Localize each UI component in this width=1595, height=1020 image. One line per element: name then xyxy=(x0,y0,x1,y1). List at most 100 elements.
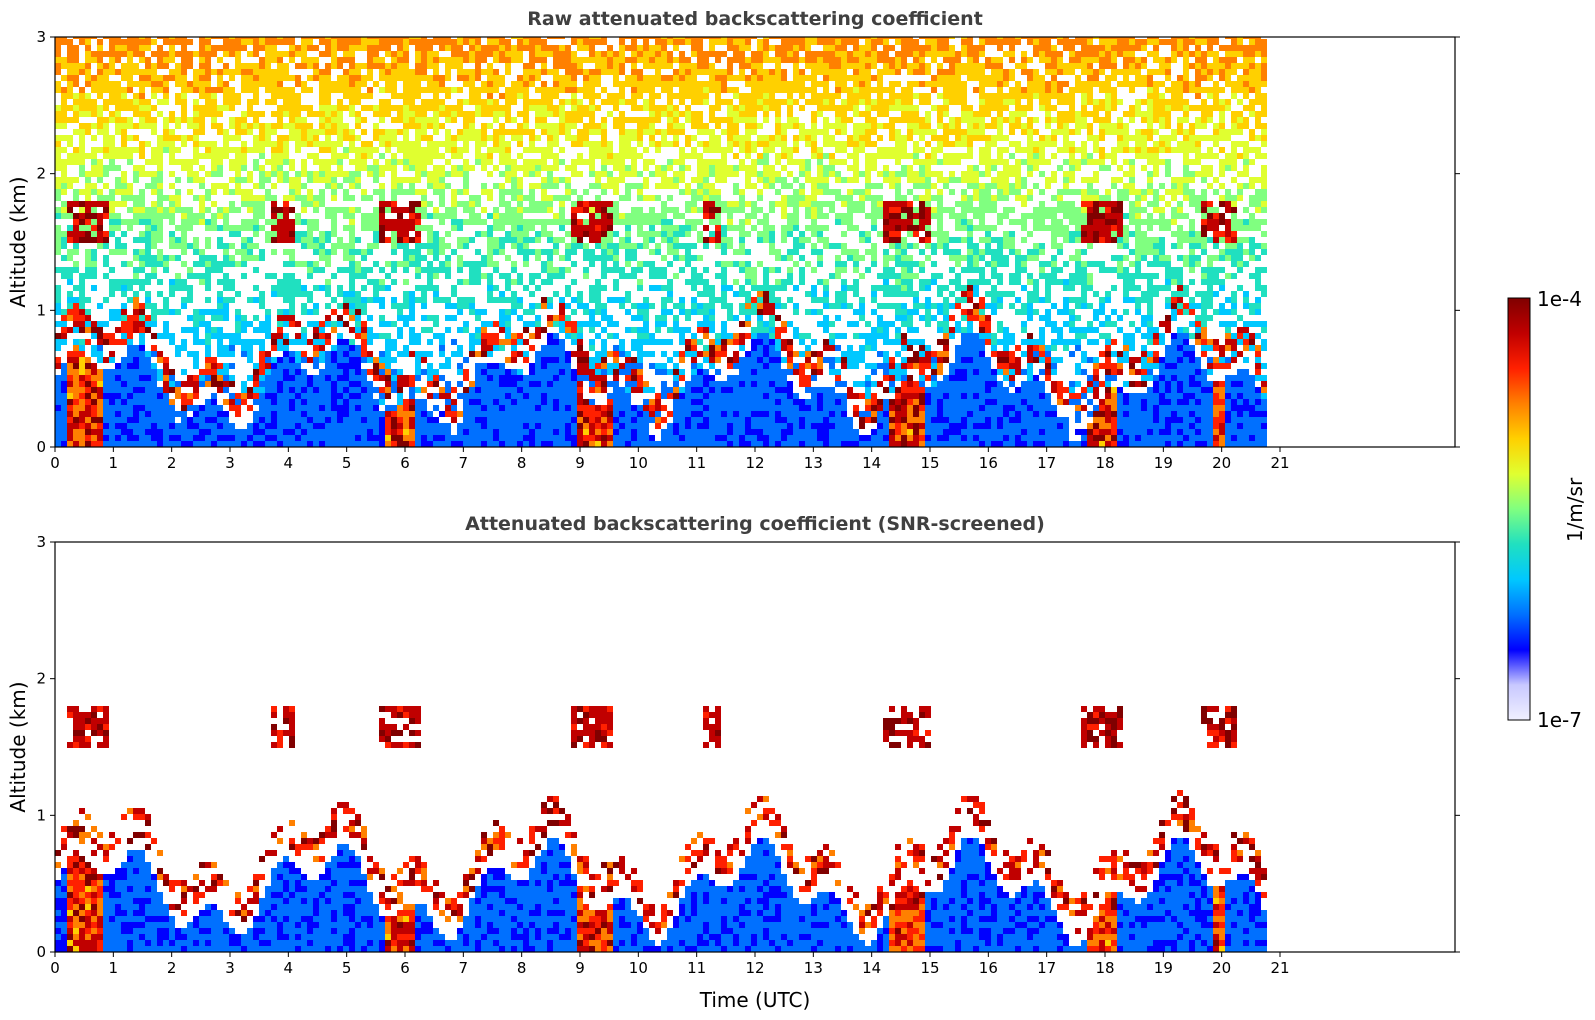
heatmap-cell xyxy=(643,261,649,267)
heatmap-cell xyxy=(349,423,355,429)
heatmap-cell xyxy=(319,87,325,93)
heatmap-cell xyxy=(529,183,535,189)
heatmap-cell xyxy=(457,243,463,249)
heatmap-cell xyxy=(277,93,283,99)
heatmap-cell xyxy=(91,81,97,87)
heatmap-cell xyxy=(673,393,679,399)
heatmap-cell xyxy=(283,363,289,369)
heatmap-cell xyxy=(547,405,553,411)
heatmap-cell xyxy=(493,333,499,339)
heatmap-cell xyxy=(433,255,439,261)
heatmap-cell xyxy=(91,369,97,375)
heatmap-cell xyxy=(361,141,367,147)
heatmap-cell xyxy=(571,225,577,231)
heatmap-cell xyxy=(451,441,457,447)
heatmap-cell xyxy=(73,177,79,183)
heatmap-cell xyxy=(337,423,343,429)
heatmap-cell xyxy=(487,105,493,111)
heatmap-cell xyxy=(583,159,589,165)
heatmap-cell xyxy=(325,117,331,123)
heatmap-cell xyxy=(187,417,193,423)
heatmap-cell xyxy=(247,75,253,81)
heatmap-cell xyxy=(439,345,445,351)
heatmap-cell xyxy=(649,129,655,135)
heatmap-cell xyxy=(175,309,181,315)
heatmap-cell xyxy=(637,225,643,231)
heatmap-cell xyxy=(235,159,241,165)
heatmap-cell xyxy=(139,255,145,261)
heatmap-cell xyxy=(433,381,439,387)
heatmap-cell xyxy=(73,387,79,393)
heatmap-cell xyxy=(109,285,115,291)
heatmap-cell xyxy=(541,183,547,189)
heatmap-cell xyxy=(655,327,661,333)
heatmap-cell xyxy=(157,387,163,393)
heatmap-cell xyxy=(505,435,511,441)
heatmap-cell xyxy=(427,429,433,435)
heatmap-cell xyxy=(409,225,415,231)
heatmap-cell xyxy=(505,327,511,333)
heatmap-cell xyxy=(265,363,271,369)
heatmap-cell xyxy=(223,45,229,51)
heatmap-cell xyxy=(259,255,265,261)
heatmap-cell xyxy=(469,93,475,99)
heatmap-cell xyxy=(379,357,385,363)
heatmap-cell xyxy=(475,393,481,399)
heatmap-cell xyxy=(67,399,73,405)
heatmap-cell xyxy=(211,363,217,369)
heatmap-cell xyxy=(673,417,679,423)
heatmap-cell xyxy=(433,57,439,63)
heatmap-cell xyxy=(451,417,457,423)
heatmap-cell xyxy=(601,189,607,195)
heatmap-cell xyxy=(385,273,391,279)
heatmap-cell xyxy=(109,93,115,99)
heatmap-cell xyxy=(79,327,85,333)
heatmap-cell xyxy=(397,225,403,231)
heatmap-cell xyxy=(367,411,373,417)
heatmap-cell xyxy=(259,165,265,171)
heatmap-cell xyxy=(607,321,613,327)
heatmap-cell xyxy=(493,435,499,441)
heatmap-cell xyxy=(259,393,265,399)
heatmap-cell xyxy=(565,369,571,375)
heatmap-cell xyxy=(91,105,97,111)
heatmap-cell xyxy=(655,75,661,81)
heatmap-cell xyxy=(307,417,313,423)
heatmap-cell xyxy=(589,213,595,219)
heatmap-cell xyxy=(277,423,283,429)
heatmap-cell xyxy=(373,429,379,435)
heatmap-cell xyxy=(73,37,79,39)
heatmap-cell xyxy=(343,195,349,201)
heatmap-cell xyxy=(571,429,577,435)
heatmap-cell xyxy=(301,165,307,171)
heatmap-cell xyxy=(319,405,325,411)
heatmap-cell xyxy=(481,387,487,393)
heatmap-cell xyxy=(667,93,673,99)
heatmap-cell xyxy=(139,393,145,399)
heatmap-cell xyxy=(589,69,595,75)
heatmap-cell xyxy=(553,195,559,201)
heatmap-cell xyxy=(247,129,253,135)
heatmap-cell xyxy=(121,105,127,111)
heatmap-cell xyxy=(571,93,577,99)
heatmap-cell xyxy=(361,249,367,255)
heatmap-cell xyxy=(637,93,643,99)
heatmap-cell xyxy=(55,45,61,51)
heatmap-cell xyxy=(151,177,157,183)
heatmap-cell xyxy=(613,201,619,207)
heatmap-cell xyxy=(367,63,373,69)
heatmap-cell xyxy=(277,381,283,387)
heatmap-cell xyxy=(343,51,349,57)
heatmap-cell xyxy=(289,405,295,411)
heatmap-cell xyxy=(661,183,667,189)
heatmap-cell xyxy=(151,201,157,207)
heatmap-cell xyxy=(319,129,325,135)
heatmap-cell xyxy=(73,195,79,201)
heatmap-cell xyxy=(325,405,331,411)
heatmap-cell xyxy=(637,51,643,57)
heatmap-cell xyxy=(445,255,451,261)
heatmap-cell xyxy=(649,219,655,225)
heatmap-cell xyxy=(421,327,427,333)
heatmap-cell xyxy=(355,177,361,183)
heatmap-cell xyxy=(103,147,109,153)
